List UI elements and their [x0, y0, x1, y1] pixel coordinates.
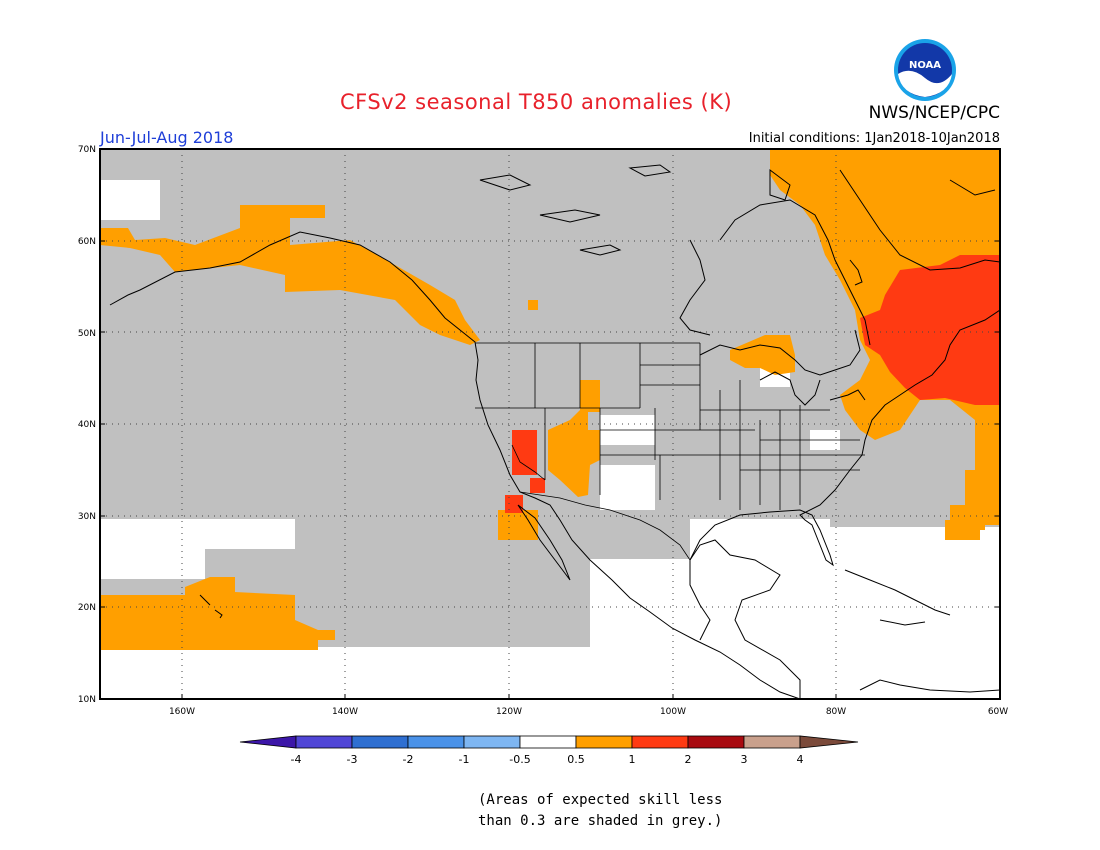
lat-label: 30N: [78, 512, 96, 522]
agency-label: NWS/NCEP/CPC: [868, 103, 1000, 123]
graticule-grid: [100, 149, 1000, 699]
legend-labels: -4 -3 -2 -1 -0.5 0.5 1 2 3 4: [291, 753, 804, 766]
legend-swatch: [743, 735, 801, 749]
coastline-outline: [109, 164, 1000, 699]
legend-tick-label: -1: [459, 753, 470, 766]
legend-swatch: [295, 735, 353, 749]
lat-label: 40N: [78, 420, 96, 430]
legend-swatch: [687, 735, 745, 749]
lon-label: 100W: [660, 707, 686, 717]
legend-tick-label: 0.5: [567, 753, 585, 766]
legend-swatch: [519, 735, 577, 749]
legend-swatch: [575, 735, 633, 749]
lon-label: 160W: [169, 707, 195, 717]
legend-swatch: [631, 735, 689, 749]
initial-conditions-label: Initial conditions: 1Jan2018-10Jan2018: [748, 131, 1000, 146]
anomaly-red-region: [505, 255, 1000, 513]
state-borders: [475, 342, 865, 561]
legend-tick-label: -4: [291, 753, 302, 766]
skill-note-line: than 0.3 are shaded in grey.): [478, 813, 723, 829]
lat-ticks: [100, 240, 1000, 699]
noaa-logo-icon: NOAA: [894, 39, 956, 101]
latitude-labels: 70N 60N 50N 40N 30N 20N 10N: [78, 145, 96, 705]
legend-arrow-left: [239, 735, 297, 749]
legend-swatch: [463, 735, 521, 749]
skill-note-line: (Areas of expected skill less: [478, 792, 723, 808]
legend-tick-label: 3: [741, 753, 748, 766]
lat-label: 60N: [78, 237, 96, 247]
logo-text: NOAA: [909, 60, 941, 71]
white-gap-region: [100, 180, 840, 699]
longitude-labels: 160W 140W 120W 100W 80W 60W: [169, 707, 1008, 717]
legend-tick-label: -0.5: [509, 753, 530, 766]
map-field: [100, 149, 1000, 699]
legend-arrow-right: [799, 735, 859, 749]
legend-tick-label: 4: [797, 753, 804, 766]
skill-note: (Areas of expected skill less than 0.3 a…: [478, 790, 722, 832]
lat-label: 20N: [78, 603, 96, 613]
chart-title: CFSv2 seasonal T850 anomalies (K): [340, 90, 733, 114]
lon-label: 140W: [332, 707, 358, 717]
legend-tick-label: 2: [685, 753, 692, 766]
lon-label: 60W: [988, 707, 1008, 717]
lat-label: 10N: [78, 695, 96, 705]
legend-swatch: [407, 735, 465, 749]
legend-swatch: [351, 735, 409, 749]
legend-tick-label: -2: [403, 753, 414, 766]
color-legend: [239, 735, 859, 749]
lat-label: 70N: [78, 145, 96, 155]
legend-tick-label: 1: [629, 753, 636, 766]
lon-label: 80W: [826, 707, 846, 717]
lon-label: 120W: [496, 707, 522, 717]
lat-label: 50N: [78, 329, 96, 339]
season-label: Jun-Jul-Aug 2018: [100, 128, 234, 147]
legend-tick-label: -3: [347, 753, 358, 766]
